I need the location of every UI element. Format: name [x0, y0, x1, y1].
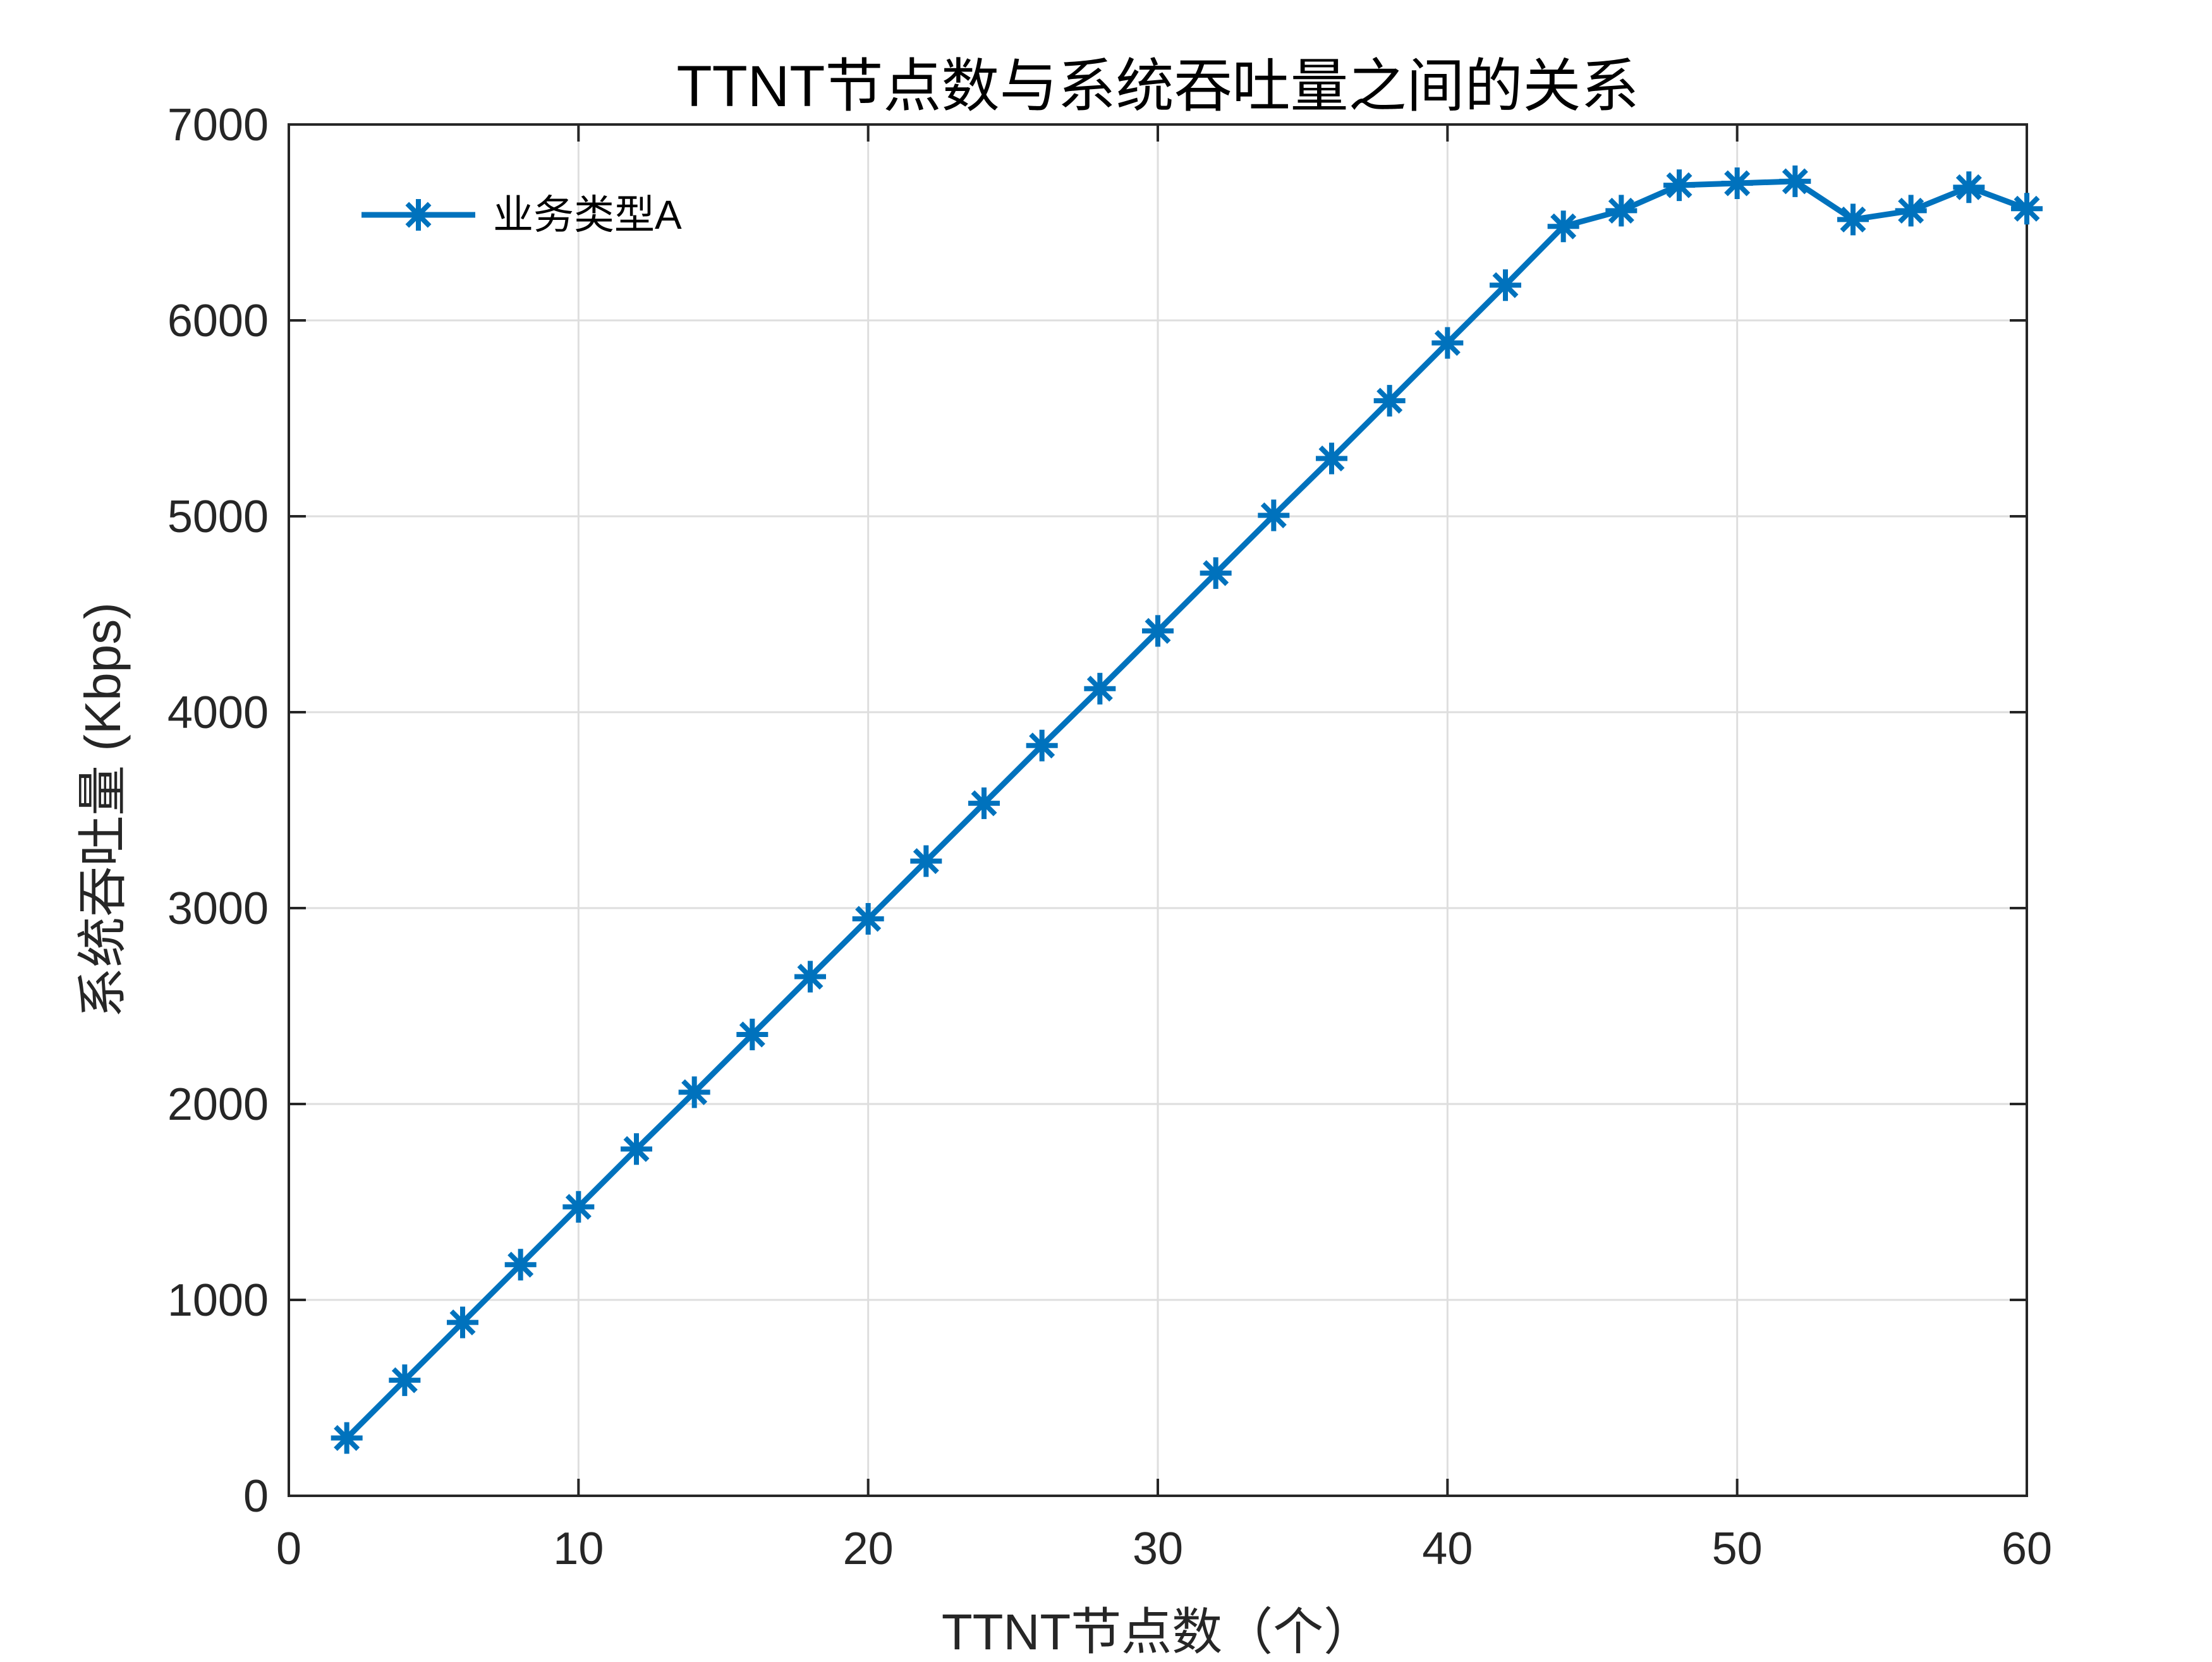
data-point-marker: [910, 845, 942, 877]
plot-frame: [288, 123, 2028, 1497]
data-point-marker: [1663, 169, 1695, 202]
data-point-marker: [562, 1191, 595, 1223]
data-point-marker: [1490, 269, 1521, 301]
data-point-marker: [1316, 442, 1347, 475]
data-point-marker: [1547, 210, 1579, 243]
data-point-marker: [736, 1018, 769, 1050]
data-point-marker: [1953, 171, 1985, 203]
data-point-marker: [621, 1133, 652, 1165]
data-point-marker: [2011, 193, 2043, 225]
x-tick-labels: 0 10 20 30 40 50 60: [276, 1524, 2052, 1574]
y-tick-label: 3000: [167, 883, 269, 934]
y-tick-label: 2000: [167, 1079, 269, 1130]
data-point-marker: [447, 1306, 478, 1338]
data-point-marker: [1200, 557, 1232, 589]
legend-marker-symbol: [403, 199, 434, 231]
data-point-marker: [1373, 385, 1406, 417]
legend: 业务类型A: [362, 192, 682, 238]
data-point-marker: [678, 1076, 710, 1108]
y-tick-label: 6000: [167, 296, 269, 346]
data-point-marker: [1142, 615, 1174, 647]
data-point-marker: [968, 787, 1000, 820]
data-point-marker: [1837, 203, 1869, 236]
series-layer: [331, 165, 2043, 1454]
data-point-marker: [1258, 499, 1290, 531]
data-point-marker: [504, 1249, 537, 1281]
data-point-marker: [1721, 167, 1753, 199]
x-tick-label: 10: [553, 1524, 604, 1574]
x-axis-label: TTNT节点数（个）: [942, 1604, 1374, 1659]
x-tick-label: 60: [2002, 1524, 2052, 1574]
data-point-marker: [794, 961, 826, 993]
x-tick-label: 40: [1422, 1524, 1473, 1574]
x-tick-label: 20: [843, 1524, 894, 1574]
data-point-marker: [1026, 729, 1058, 761]
y-tick-label: 7000: [167, 100, 269, 150]
y-tick-labels: 0 1000 2000 3000 4000 5000 6000 7000: [167, 100, 269, 1522]
x-tick-label: 50: [1712, 1524, 1763, 1574]
data-point-marker: [1895, 195, 1927, 227]
chart-title: TTNT节点数与系统吞吐量之间的关系: [676, 54, 1639, 119]
y-tick-label: 4000: [167, 688, 269, 738]
legend-marker-asterisk: [403, 199, 434, 231]
y-tick-label: 5000: [167, 492, 269, 542]
data-point-marker: [1431, 327, 1464, 359]
data-point-marker: [331, 1422, 363, 1454]
data-point-marker: [1779, 165, 1811, 197]
data-point-marker: [1605, 195, 1638, 227]
data-point-marker: [389, 1364, 421, 1397]
data-point-marker: [1084, 672, 1116, 705]
x-tick-label: 30: [1133, 1524, 1183, 1574]
grid-lines: [289, 124, 2027, 1496]
y-axis-label: 系统吞吐量 (Kbps): [75, 602, 131, 1018]
y-tick-label: 1000: [167, 1275, 269, 1326]
data-point-marker: [852, 903, 884, 935]
x-tick-label: 0: [276, 1524, 301, 1574]
legend-label: 业务类型A: [493, 192, 682, 238]
y-tick-label: 0: [243, 1471, 269, 1522]
